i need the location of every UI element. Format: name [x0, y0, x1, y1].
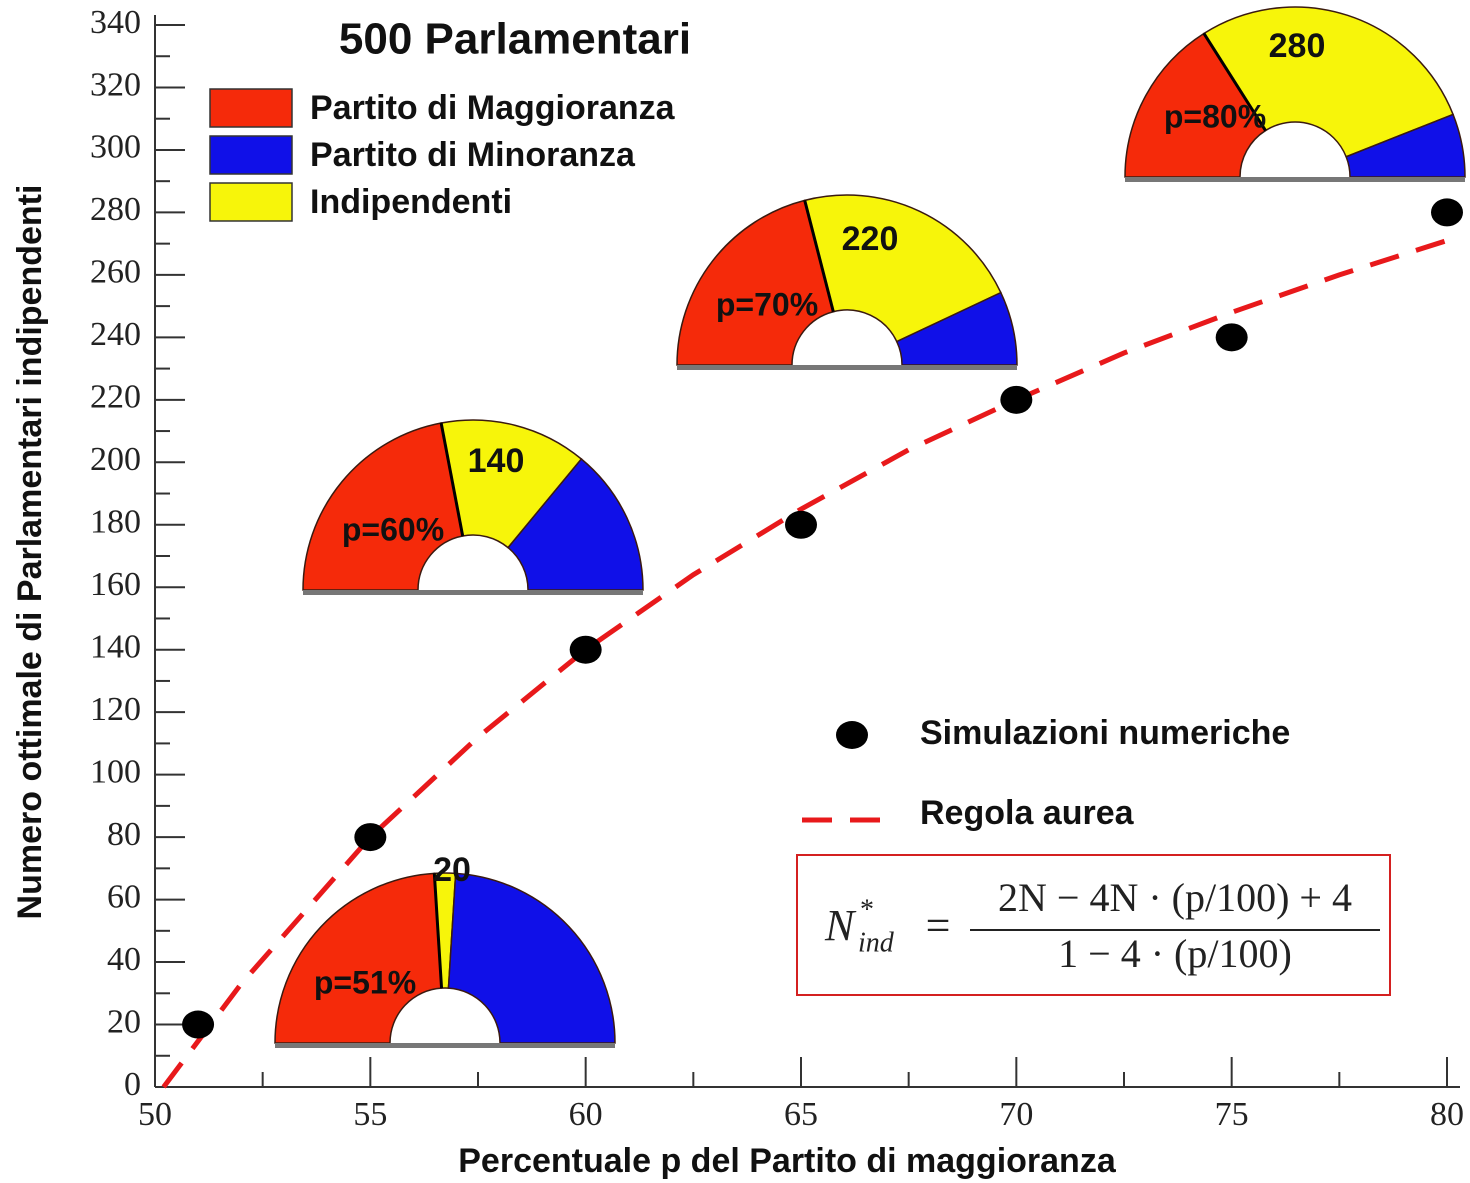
legend-label: Indipendenti [310, 183, 512, 221]
x-tick-label: 55 [353, 1096, 387, 1133]
y-tick-label: 60 [107, 878, 141, 915]
legend-label: Simulazioni numeriche [920, 714, 1290, 752]
hemicycle-base [303, 590, 643, 595]
y-axis-title: Numero ottimale di Parlamentari indipend… [11, 185, 49, 920]
y-tick-label: 120 [90, 691, 141, 728]
y-tick-label: 320 [90, 66, 141, 103]
x-axis-title: Percentuale p del Partito di maggioranza [458, 1142, 1117, 1180]
hemicycle-segment [448, 873, 615, 1043]
hemicycle-independents: 140 [468, 442, 525, 480]
hemicycle-independents: 280 [1269, 27, 1326, 65]
y-tick-label: 340 [90, 4, 141, 41]
hemicycle: p=70% 220 [677, 195, 1017, 370]
chart: 500 Parlamentari Percentuale p del Parti… [0, 0, 1470, 1183]
point [182, 1011, 214, 1039]
y-tick-label: 280 [90, 191, 141, 228]
formula-denominator: 1 − 4 · (p/100) [1058, 931, 1292, 976]
chart-title: 500 Parlamentari [339, 15, 691, 64]
hemicycle-independents: 20 [433, 851, 471, 889]
y-tick-label: 100 [90, 753, 141, 790]
y-tick-label: 260 [90, 254, 141, 291]
x-tick-label: 75 [1215, 1096, 1249, 1133]
hemicycle: p=80%280 [1125, 7, 1465, 182]
legend-label: Partito di Maggioranza [310, 89, 676, 127]
x-tick-label: 80 [1430, 1096, 1464, 1133]
formula-superscript: * [860, 894, 874, 925]
y-tick-label: 140 [90, 629, 141, 666]
hemicycle-label: p=60% [342, 511, 444, 547]
x-tick-label: 60 [569, 1096, 603, 1133]
y-tick-label: 40 [107, 941, 141, 978]
formula-symbol: N [824, 901, 857, 950]
point [1000, 386, 1032, 414]
x-tick-label: 50 [138, 1096, 172, 1133]
point [1216, 323, 1248, 351]
point [354, 823, 386, 851]
y-tick-label: 160 [90, 566, 141, 603]
y-tick-label: 300 [90, 129, 141, 166]
hemicycle-base [275, 1043, 615, 1048]
hemicycle-label: p=70% [716, 286, 818, 322]
y-tick-label: 240 [90, 316, 141, 353]
hemicycle-label: p=51% [314, 964, 416, 1000]
hemicycle: p=51% 20 [275, 851, 615, 1048]
x-tick-label: 65 [784, 1096, 818, 1133]
hemicycle-base [1125, 177, 1465, 182]
y-tick-label: 80 [107, 816, 141, 853]
hemicycle: p=60% 140 [303, 420, 643, 595]
formula-numerator: 2N − 4N · (p/100) + 4 [998, 875, 1352, 920]
x-tick-label: 70 [999, 1096, 1033, 1133]
legend-swatch [210, 183, 292, 221]
formula-equals: = [926, 901, 951, 950]
point [785, 511, 817, 539]
formula-subscript: ind [858, 927, 895, 958]
legend-swatch [210, 136, 292, 174]
legend-swatch [210, 89, 292, 127]
point [570, 636, 602, 664]
hemicycle-independents: 220 [842, 220, 899, 258]
y-tick-label: 220 [90, 379, 141, 416]
y-tick-label: 180 [90, 504, 141, 541]
legend-label: Partito di Minoranza [310, 136, 636, 174]
hemicycle-label: p=80% [1164, 98, 1266, 134]
y-tick-label: 200 [90, 441, 141, 478]
legend-marker [836, 721, 868, 749]
hemicycle-segment [303, 423, 463, 590]
legend-label: Regola aurea [920, 794, 1135, 832]
point [1431, 198, 1463, 226]
hemicycle-base [677, 365, 1017, 370]
y-tick-label: 20 [107, 1003, 141, 1040]
hemicycle-segment [275, 873, 442, 1043]
